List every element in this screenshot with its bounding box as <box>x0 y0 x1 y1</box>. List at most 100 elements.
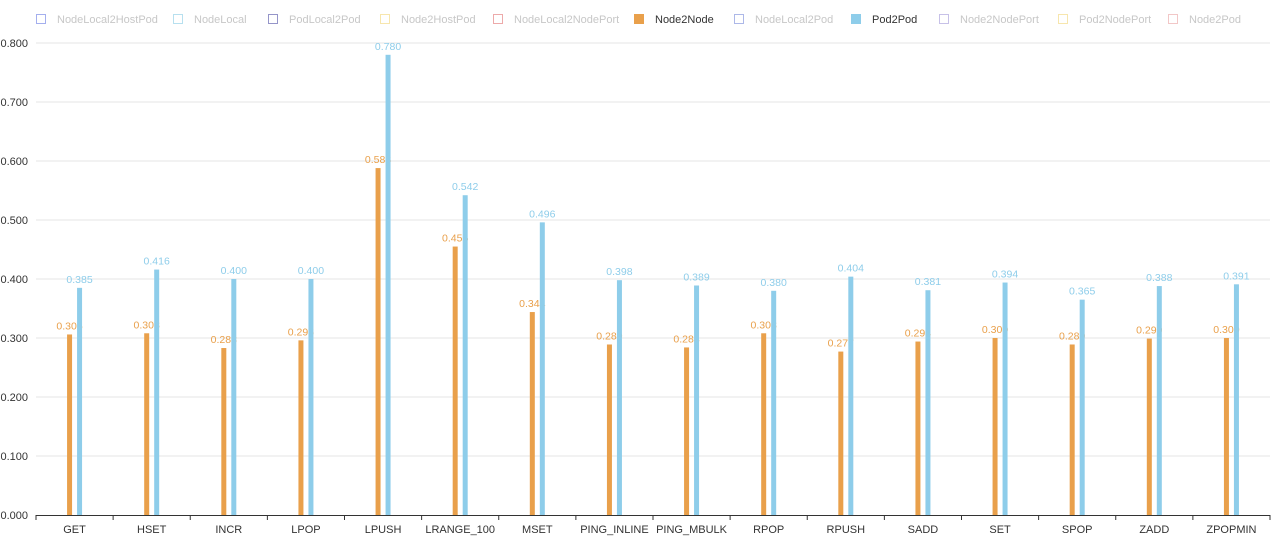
bar-pod2pod[interactable] <box>308 279 314 515</box>
data-label: 0.388 <box>1146 272 1172 284</box>
bar-node2node[interactable] <box>838 351 844 515</box>
data-label: 0.385 <box>66 274 92 286</box>
bar-pod2pod[interactable] <box>1002 282 1008 515</box>
legend-item[interactable]: Node2Pod <box>1168 14 1242 26</box>
data-label: 0.289 <box>1059 330 1085 342</box>
x-tick-label: RPUSH <box>827 524 866 536</box>
bar-node2node[interactable] <box>1223 338 1229 515</box>
bar-node2node[interactable] <box>1146 338 1152 515</box>
legend-item[interactable]: NodeLocal <box>173 14 247 26</box>
data-label: 0.299 <box>1136 325 1162 337</box>
legend-label: PodLocal2Pod <box>289 14 361 26</box>
x-tick-label: SADD <box>908 524 939 536</box>
legend-item[interactable]: Pod2Pod <box>851 14 917 26</box>
bar-node2node[interactable] <box>67 334 73 515</box>
data-label: 0.308 <box>134 319 160 331</box>
legend-swatch <box>493 14 503 24</box>
data-label: 0.300 <box>982 324 1008 336</box>
y-tick-label: 0.100 <box>0 451 28 463</box>
legend-item[interactable]: Node2NodePort <box>939 14 1039 26</box>
legend-item[interactable]: NodeLocal2Pod <box>734 14 834 26</box>
legend-item[interactable]: Node2HostPod <box>380 14 476 26</box>
legend-item[interactable]: PodLocal2Pod <box>268 14 361 26</box>
bar-node2node[interactable] <box>375 168 381 515</box>
legend-swatch <box>173 14 183 24</box>
bar-pod2pod[interactable] <box>539 222 545 516</box>
legend: NodeLocal2HostPod NodeLocal PodLocal2Pod No… <box>36 14 1242 26</box>
x-tick-label: LPOP <box>291 524 320 536</box>
x-tick-label: LRANGE_100 <box>425 524 495 536</box>
bar-pod2pod[interactable] <box>848 276 854 515</box>
bar-pod2pod[interactable] <box>1079 299 1085 515</box>
data-label: 0.400 <box>298 265 324 277</box>
legend-label: Node2HostPod <box>401 14 476 26</box>
legend-label: NodeLocal2HostPod <box>57 14 158 26</box>
bar-pod2pod[interactable] <box>771 290 777 515</box>
x-tick-label: MSET <box>522 524 553 536</box>
x-tick-label: ZPOPMIN <box>1206 524 1256 536</box>
bar-node2node[interactable] <box>606 344 612 515</box>
data-label: 0.381 <box>915 276 941 288</box>
bar-node2node[interactable] <box>221 348 227 515</box>
legend-swatch <box>36 14 46 24</box>
bar-node2node[interactable] <box>1069 344 1075 515</box>
bar-pod2pod[interactable] <box>616 280 622 515</box>
bar-node2node[interactable] <box>529 312 535 515</box>
legend-item[interactable]: NodeLocal2HostPod <box>36 14 158 26</box>
bar-node2node[interactable] <box>992 338 998 515</box>
data-label: 0.588 <box>365 154 391 166</box>
y-tick-label: 0.600 <box>0 156 28 168</box>
y-tick-label: 0.700 <box>0 97 28 109</box>
legend-swatch <box>851 14 861 24</box>
data-label: 0.300 <box>1213 324 1239 336</box>
data-label: 0.277 <box>828 338 854 350</box>
legend-label: Node2Node <box>655 14 714 26</box>
data-label: 0.542 <box>452 181 478 193</box>
data-label: 0.294 <box>905 328 931 340</box>
data-label: 0.391 <box>1223 270 1249 282</box>
legend-item[interactable]: Pod2NodePort <box>1058 14 1152 26</box>
bar-pod2pod[interactable] <box>462 195 468 515</box>
bar-pod2pod[interactable] <box>385 54 391 516</box>
bar-node2node[interactable] <box>144 333 150 515</box>
legend-swatch <box>734 14 744 24</box>
bar-pod2pod[interactable] <box>1156 286 1162 515</box>
bar-node2node[interactable] <box>684 347 690 515</box>
bar-pod2pod[interactable] <box>77 287 83 515</box>
x-tick-label: HSET <box>137 524 167 536</box>
x-tick-label: GET <box>63 524 86 536</box>
legend-label: NodeLocal2Pod <box>755 14 833 26</box>
bars: 0.306 0.308 0.283 0.296 0.588 0.455 0.344 0.289… <box>56 41 1250 516</box>
y-tick-label: 0.200 <box>0 392 28 404</box>
x-tick-label: SET <box>989 524 1011 536</box>
data-label: 0.308 <box>751 319 777 331</box>
bar-pod2pod[interactable] <box>231 279 237 515</box>
legend-item[interactable]: Node2Node <box>634 14 714 26</box>
legend-item[interactable]: NodeLocal2NodePort <box>493 14 620 26</box>
x-tick-label: PING_MBULK <box>656 524 728 536</box>
bar-pod2pod[interactable] <box>1233 284 1239 515</box>
data-label: 0.283 <box>211 334 237 346</box>
bar-node2node[interactable] <box>452 246 458 516</box>
bar-node2node[interactable] <box>915 341 921 515</box>
y-tick-label: 0.500 <box>0 215 28 227</box>
data-label: 0.365 <box>1069 286 1095 298</box>
x-axis: GET HSET INCR LPOP LPUSH LRANGE_100 MSET PING_I… <box>35 515 1271 536</box>
legend-swatch <box>939 14 949 24</box>
data-label: 0.398 <box>606 266 632 278</box>
data-label: 0.344 <box>519 298 545 310</box>
data-label: 0.404 <box>838 263 864 275</box>
data-label: 0.389 <box>683 271 709 283</box>
bar-pod2pod[interactable] <box>154 269 160 515</box>
bar-pod2pod[interactable] <box>694 285 700 515</box>
bar-node2node[interactable] <box>298 340 304 515</box>
legend-swatch <box>1168 14 1178 24</box>
legend-label: Node2Pod <box>1189 14 1241 26</box>
bar-pod2pod[interactable] <box>925 290 931 515</box>
data-label: 0.400 <box>221 265 247 277</box>
x-tick-label: PING_INLINE <box>580 524 648 536</box>
data-label: 0.289 <box>596 330 622 342</box>
bar-node2node[interactable] <box>761 333 767 515</box>
legend-label: NodeLocal2NodePort <box>514 14 619 26</box>
